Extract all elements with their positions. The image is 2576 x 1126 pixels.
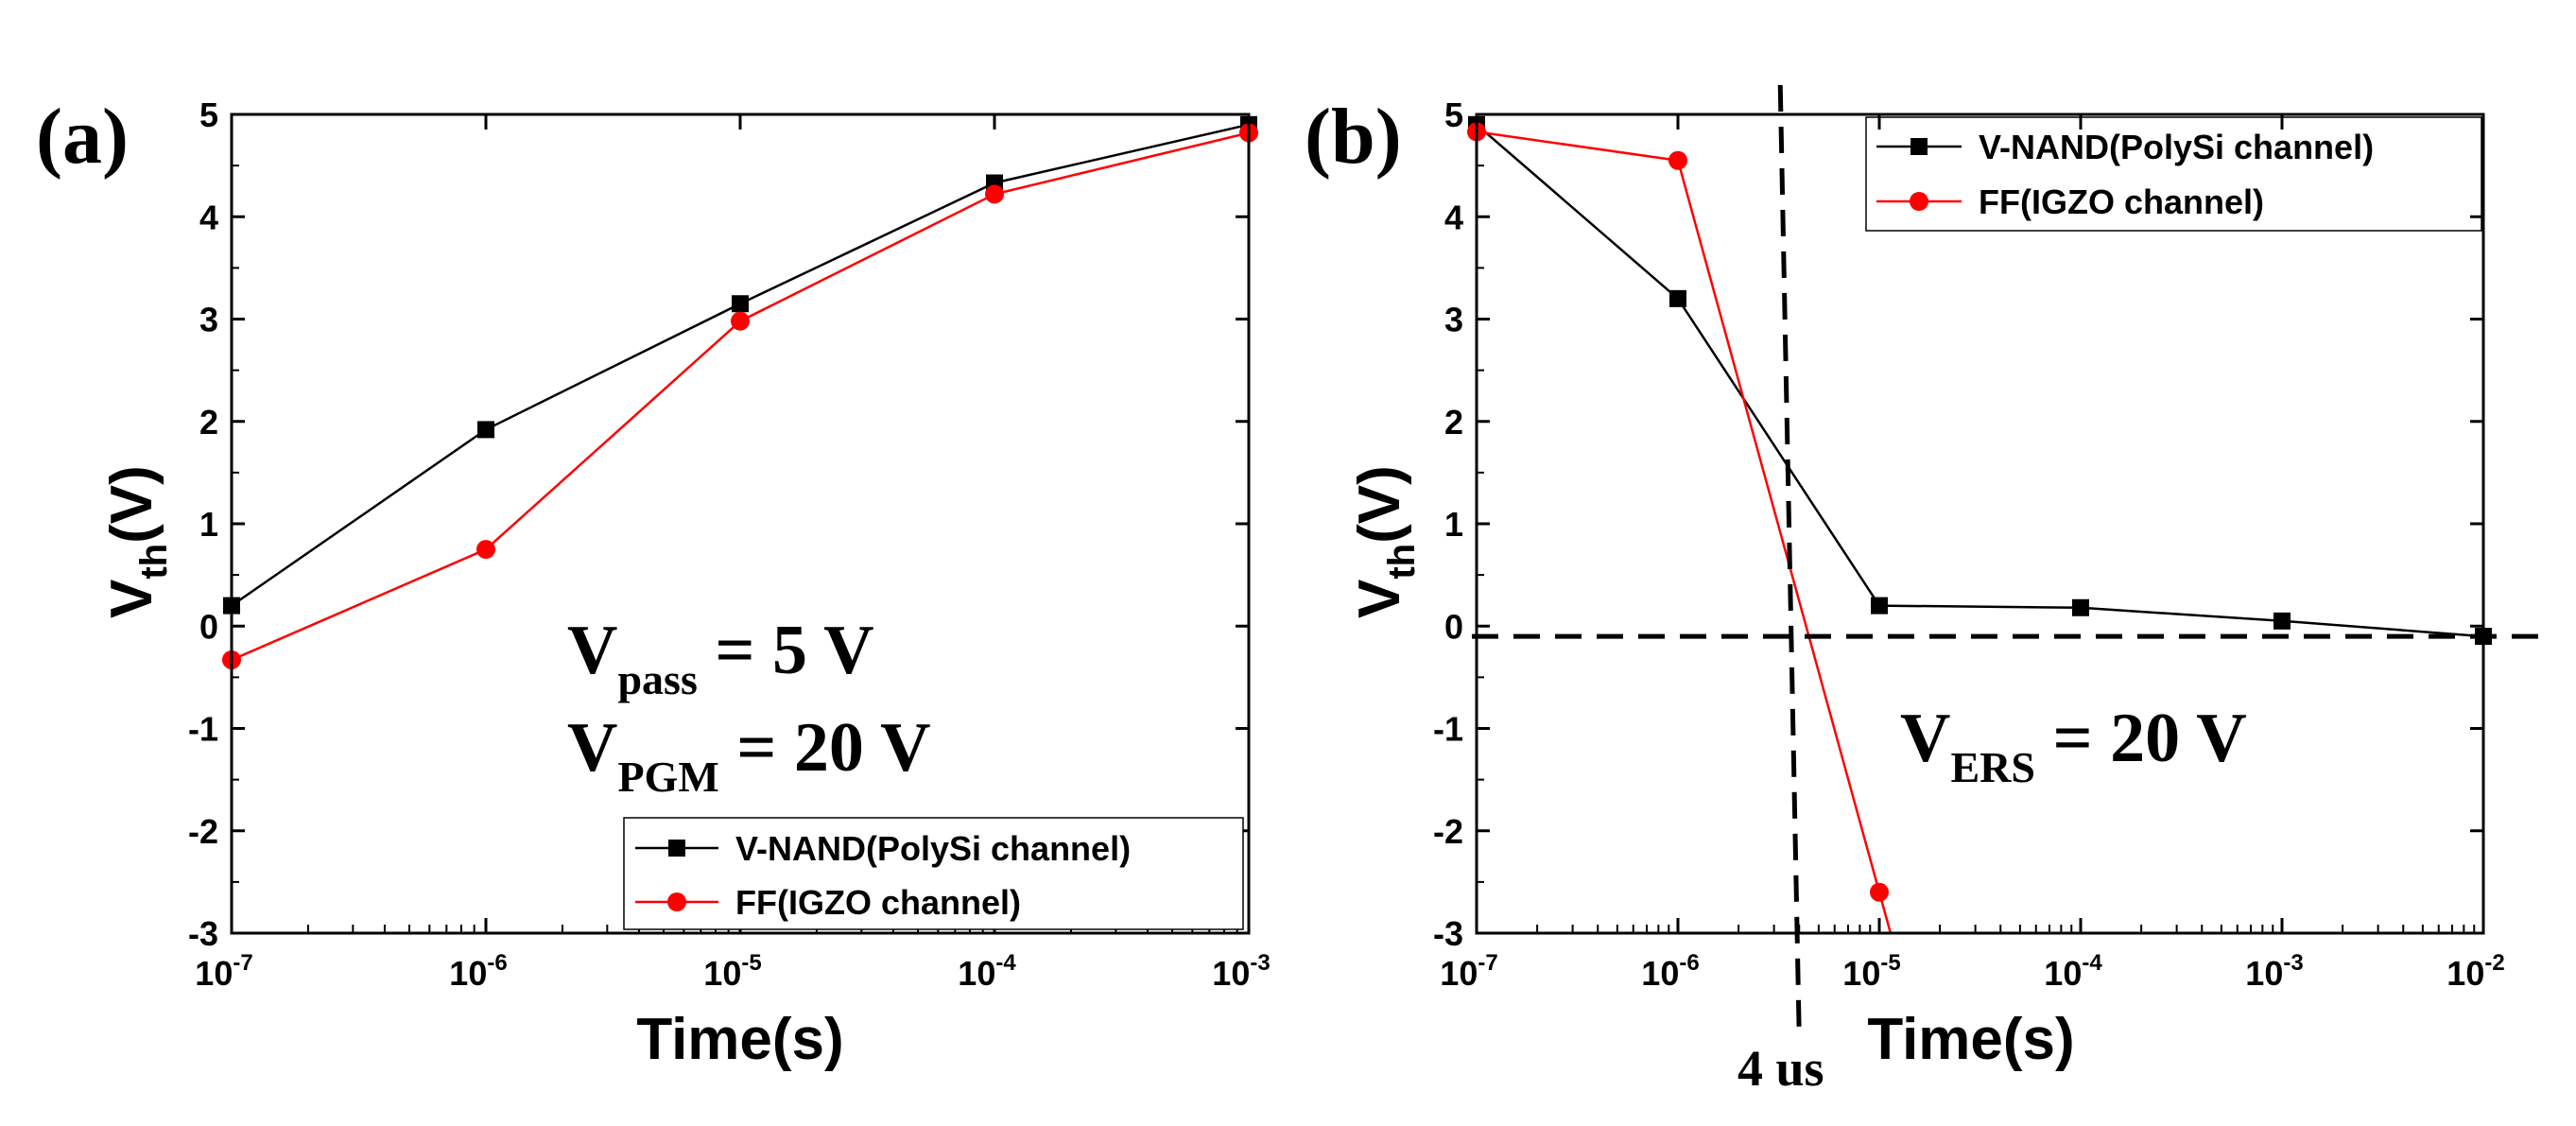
panel-b-xtick-label-0: 10-7: [1440, 950, 1497, 993]
panel-b-series-0-point-4: [2273, 612, 2291, 630]
panel-a: (a) -3 -2 -1 0 1 2 3 4 5 10-7 10-6 10-5 10-4 10-3 Vth…: [36, 93, 1271, 1072]
panel-a-annotation-vpass: Vpass = 5 V: [567, 612, 874, 703]
panel-a-xtick-label-1: 10-6: [449, 950, 507, 993]
panel-a-ytick-label-6: 3: [199, 301, 218, 339]
panel-b-series-0-point-3: [2072, 598, 2089, 616]
panel-a-annotation-vpgm: VPGM = 20 V: [567, 709, 931, 801]
panel-b-series: [1467, 115, 2492, 933]
panel-a-series-0-point-1: [477, 421, 494, 439]
panel-b-xtick-label-3: 10-4: [2044, 950, 2102, 993]
panel-b-ytick-label-5: 2: [1444, 403, 1463, 442]
panel-b-xtick-label-4: 10-3: [2245, 950, 2303, 993]
panel-b-plot-frame: [1475, 113, 2485, 935]
panel-a-series-1-point-1: [476, 540, 495, 560]
panel-a-ytick-label-5: 2: [199, 403, 218, 442]
panel-a-series-1-line: [232, 131, 1250, 662]
panel-b: (b) V-NAND(PolySi channel) FF(IGZO chann…: [1305, 84, 2540, 1097]
panel-b-legend: V-NAND(PolySi channel) FF(IGZO channel): [1865, 116, 2482, 232]
panel-b-vline-label: 4 us: [1738, 1040, 1824, 1097]
panel-a-xtick-label-4: 10-3: [1212, 950, 1270, 993]
panel-a-legend-marker-ff: [667, 892, 686, 911]
panel-a-xlabel: Time(s): [636, 1007, 843, 1072]
panel-a-ylabel: Vth(V): [99, 465, 175, 618]
panel-a-legend: V-NAND(PolySi channel) FF(IGZO channel): [623, 817, 1244, 930]
panel-a-legend-box: [623, 817, 1244, 930]
panel-b-label: (b): [1305, 93, 1402, 181]
panel-b-xtick-label-2: 10-5: [1842, 950, 1900, 993]
panel-b-annotation-vers: VERS = 20 V: [1900, 700, 2247, 791]
panel-b-xtick-label-5: 10-2: [2446, 950, 2504, 993]
panel-a-ytick-label-8: 5: [199, 95, 218, 134]
panel-b-legend-marker-ff: [1910, 192, 1928, 211]
panel-b-series-1-point-2: [1870, 882, 1889, 902]
panel-a-xtick-label-0: 10-7: [195, 950, 252, 993]
panel-b-ytick-label-0: -3: [1433, 914, 1463, 953]
panel-b-ytick-label-4: 1: [1444, 505, 1463, 544]
panel-b-ytick-label-6: 3: [1444, 301, 1463, 339]
panel-b-ytick-label-2: -1: [1433, 710, 1463, 749]
panel-b-ytick-label-1: -2: [1433, 812, 1463, 851]
panel-b-legend-label-vnand: V-NAND(PolySi channel): [1979, 128, 2374, 166]
panel-b-ylabel: Vth(V): [1347, 465, 1423, 618]
panel-b-series-1-line: [1477, 130, 1893, 933]
panel-a-legend-label-ff: FF(IGZO channel): [735, 883, 1021, 922]
panel-a-ytick-label-0: -3: [188, 914, 218, 953]
panel-a-xtick-label-3: 10-4: [958, 950, 1016, 993]
panel-a-label: (a): [36, 93, 129, 181]
panel-a-series-0-point-2: [732, 295, 749, 313]
panel-a-xtick-label-2: 10-5: [703, 950, 761, 993]
panel-a-ytick-label-1: -2: [188, 812, 218, 851]
panel-a-ytick-label-3: 0: [199, 607, 218, 646]
panel-b-ytick-label-8: 5: [1444, 95, 1463, 134]
panel-b-series-0-point-2: [1871, 597, 1888, 615]
panel-a-legend-marker-vnand: [668, 840, 685, 857]
panel-b-series-0-line: [1477, 123, 2484, 638]
panel-a-series-1-point-3: [985, 184, 1004, 204]
panel-b-legend-box: [1865, 116, 2482, 232]
panel-b-series-0-point-1: [1669, 289, 1686, 307]
panel-b-series-1-point-1: [1668, 150, 1687, 170]
panel-b-legend-label-ff: FF(IGZO channel): [1979, 182, 2264, 221]
panel-a-plot-frame: [230, 113, 1251, 935]
panel-a-legend-label-vnand: V-NAND(PolySi channel): [735, 829, 1131, 868]
panel-b-vline-dashed: [1777, 84, 1802, 1036]
panel-a-series: [222, 115, 1258, 669]
panel-b-ytick-label-3: 0: [1444, 607, 1463, 646]
panel-a-ytick-label-4: 1: [199, 505, 218, 544]
panel-b-ytick-label-7: 4: [1444, 198, 1463, 236]
panel-b-axes: -3 -2 -1 0 1 2 3 4 5 10-7 10-6 10-5 10-4 10-3 10-2: [1433, 95, 2505, 993]
panel-b-legend-marker-vnand: [1910, 138, 1928, 155]
panel-b-xtick-label-1: 10-6: [1641, 950, 1699, 993]
panel-a-ytick-label-2: -1: [188, 710, 218, 749]
panel-a-series-0-line: [232, 123, 1250, 607]
panel-b-reference-lines: [1472, 84, 2540, 1036]
panel-a-series-1-point-2: [731, 311, 750, 331]
panel-b-xlabel: Time(s): [1867, 1007, 2074, 1072]
panel-a-ytick-label-7: 4: [199, 198, 218, 236]
panel-a-axes: -3 -2 -1 0 1 2 3 4 5 10-7 10-6 10-5 10-4 10-3: [188, 95, 1271, 993]
